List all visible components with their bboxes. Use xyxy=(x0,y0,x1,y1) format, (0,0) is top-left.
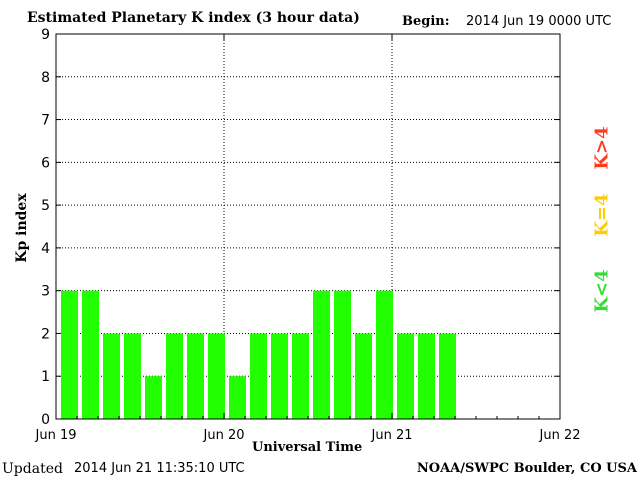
kp-bar xyxy=(439,333,456,419)
chart-title: Estimated Planetary K index (3 hour data… xyxy=(27,10,360,26)
kp-bar xyxy=(292,333,309,419)
y-tick-label: 6 xyxy=(41,155,50,171)
x-tick-label: Jun 19 xyxy=(35,428,77,443)
x-tick-label: Jun 20 xyxy=(203,428,245,443)
kp-bar xyxy=(418,333,435,419)
kp-bar xyxy=(355,333,372,419)
y-tick-label: 9 xyxy=(41,27,50,43)
kp-bar xyxy=(145,376,162,419)
kp-bar xyxy=(334,290,351,419)
x-tick-label: Jun 22 xyxy=(539,428,581,443)
kp-bar xyxy=(124,333,141,419)
y-tick-label: 4 xyxy=(41,241,50,257)
credit-line: NOAA/SWPC Boulder, CO USA xyxy=(416,461,637,476)
kp-bar xyxy=(376,290,393,419)
kp-bar xyxy=(103,333,120,419)
kp-bar xyxy=(250,333,267,419)
y-tick-label: 0 xyxy=(41,412,50,428)
kp-bar xyxy=(271,333,288,419)
kp-bar xyxy=(397,333,414,419)
kp-bar xyxy=(208,333,225,419)
begin-label: Begin: xyxy=(402,14,450,29)
kp-bar xyxy=(313,290,330,419)
begin-value: 2014 Jun 19 0000 UTC xyxy=(466,14,612,29)
legend-k-above-4: K>4 xyxy=(591,126,613,170)
updated-timestamp: 2014 Jun 21 11:35:10 UTC xyxy=(74,461,245,476)
kp-bar xyxy=(187,333,204,419)
updated-label: Updated xyxy=(2,461,63,477)
legend-k-equals-4: K=4 xyxy=(591,193,613,237)
y-tick-label: 2 xyxy=(41,326,50,342)
y-tick-label: 8 xyxy=(41,70,50,86)
y-tick-label: 7 xyxy=(41,113,50,129)
y-tick-label: 5 xyxy=(41,198,50,214)
y-axis-label: Kp index xyxy=(14,193,30,263)
kp-bar xyxy=(82,290,99,419)
kp-bar xyxy=(229,376,246,419)
legend-k-below-4: K<4 xyxy=(591,269,613,313)
x-tick-label: Jun 21 xyxy=(371,428,413,443)
x-axis-label: Universal Time xyxy=(252,440,363,455)
y-tick-label: 1 xyxy=(41,369,50,385)
y-tick-label: 3 xyxy=(41,284,50,300)
kp-bar xyxy=(61,290,78,419)
kp-bar xyxy=(166,333,183,419)
